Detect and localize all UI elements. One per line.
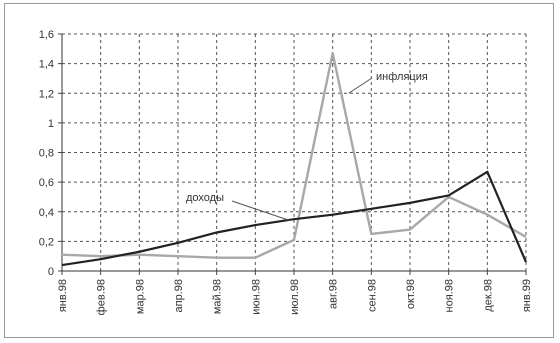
series-line-inflation [61, 52, 527, 259]
x-tick-label: окт.98 [405, 279, 417, 309]
y-tick-label: 0,6 [39, 177, 54, 189]
x-tick-label: июн.98 [250, 279, 262, 315]
x-axis-ticks: янв.98 фев.98 мар.98 апр.98 май.98 июн.98 июл.… [57, 279, 533, 315]
x-tick-label: янв.99 [521, 279, 533, 312]
x-tick-label: дек.98 [482, 279, 494, 312]
y-tick-label: 0,2 [39, 236, 54, 248]
x-tick-label: сен.98 [366, 279, 378, 312]
y-axis-ticks: 0 0,2 0,4 0,6 0,8 1 1,2 1,4 1,6 [39, 29, 54, 278]
annotation-income: доходы [186, 192, 224, 204]
y-tick-label: 0 [48, 266, 54, 278]
x-tick-label: авг.98 [328, 279, 340, 309]
y-tick-label: 1,4 [39, 59, 54, 71]
x-tick-label: май.98 [212, 279, 224, 314]
series-line-income [61, 170, 528, 267]
axes [58, 33, 527, 275]
x-tick-label: мар.98 [134, 279, 146, 314]
annotation-leader-income [231, 200, 291, 222]
x-tick-label: апр.98 [173, 279, 185, 312]
x-tick-label: янв.98 [57, 279, 69, 312]
annotations: инфляция доходы [186, 71, 428, 222]
x-tick-label: ноя.98 [444, 279, 456, 312]
series-lines [61, 52, 528, 267]
annotation-leader-inflation [348, 77, 373, 94]
x-tick-label: июл.98 [289, 279, 301, 315]
y-tick-label: 1,6 [39, 29, 54, 41]
y-tick-label: 1 [48, 118, 54, 130]
grid [62, 33, 527, 271]
y-tick-label: 0,8 [39, 148, 54, 160]
annotation-inflation: инфляция [376, 71, 428, 83]
y-tick-label: 0,4 [39, 207, 54, 219]
x-tick-label: фев.98 [96, 279, 108, 315]
y-tick-label: 1,2 [39, 88, 54, 100]
chart-frame [4, 3, 554, 338]
